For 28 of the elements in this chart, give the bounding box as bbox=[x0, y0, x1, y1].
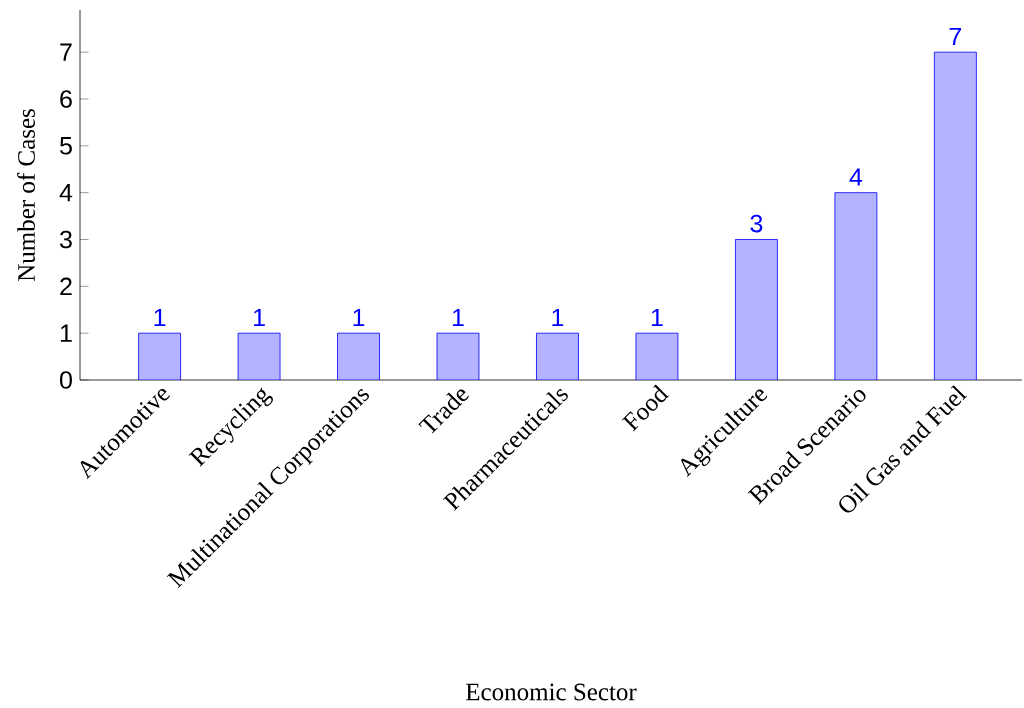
data-label: 1 bbox=[154, 308, 166, 327]
data-label: 1 bbox=[552, 308, 564, 327]
bar bbox=[138, 332, 181, 380]
data-label: 1 bbox=[651, 308, 663, 327]
bar bbox=[436, 332, 480, 380]
data-label: 3 bbox=[750, 214, 763, 233]
y-tick-label: 1 bbox=[60, 324, 72, 342]
y-tick-label: 0 bbox=[60, 371, 72, 389]
y-tick-label: 4 bbox=[59, 184, 73, 202]
bar bbox=[237, 332, 281, 380]
x-axis-title: Economic Sector bbox=[465, 683, 637, 701]
data-label: 4 bbox=[849, 168, 863, 186]
bar bbox=[337, 332, 380, 380]
bar bbox=[635, 332, 679, 380]
data-label: 7 bbox=[949, 27, 962, 46]
y-tick-label: 6 bbox=[60, 90, 72, 108]
y-axis-title: Number of Cases bbox=[17, 109, 35, 282]
data-label: 1 bbox=[254, 308, 265, 327]
bar bbox=[735, 239, 778, 380]
y-tick-label: 7 bbox=[60, 43, 72, 61]
bar bbox=[834, 192, 878, 380]
data-label: 1 bbox=[353, 308, 365, 327]
data-label: 1 bbox=[452, 308, 464, 327]
y-tick-label: 3 bbox=[59, 230, 72, 249]
bar bbox=[933, 51, 977, 380]
y-tick-label: 5 bbox=[60, 137, 72, 155]
y-tick-label: 2 bbox=[60, 277, 72, 296]
bar bbox=[536, 332, 579, 380]
